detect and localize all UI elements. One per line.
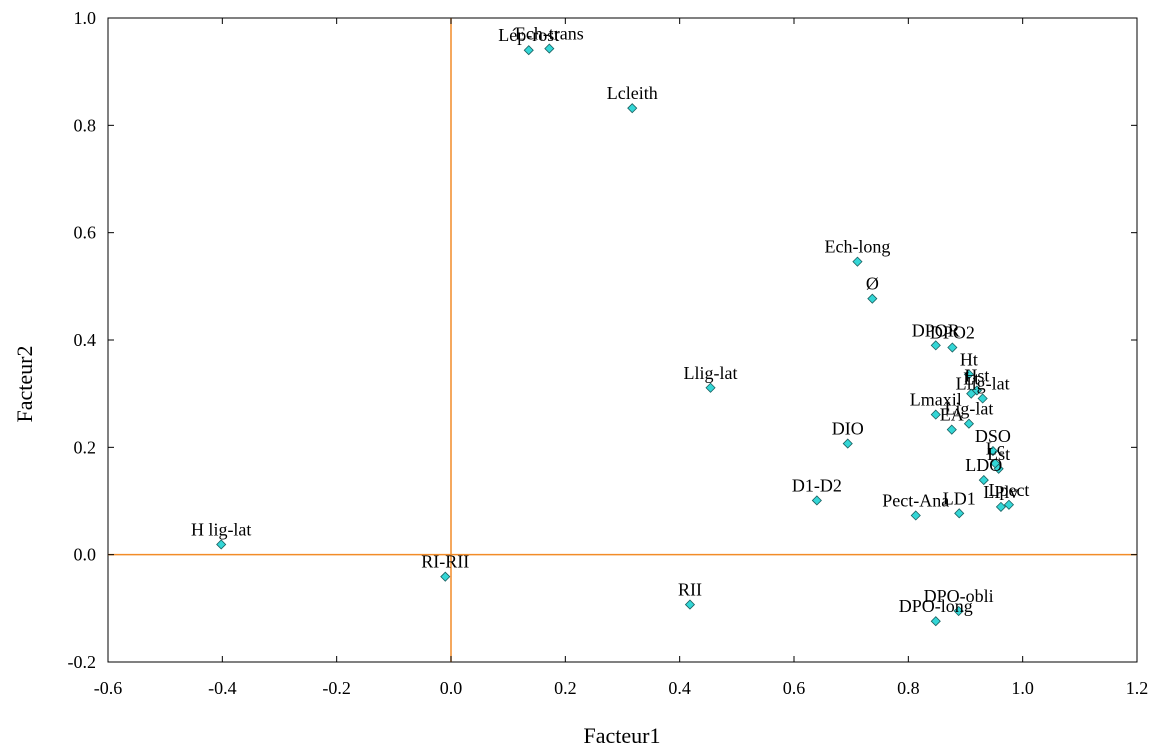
data-label: Lép-rost	[498, 25, 559, 45]
data-label: D1-D2	[792, 475, 842, 495]
data-point	[995, 501, 1007, 512]
data-point	[947, 342, 958, 353]
data-label: LDO	[965, 455, 1002, 475]
data-label: DSO	[975, 426, 1011, 446]
data-point	[852, 256, 863, 267]
y-tick-label: 0.6	[74, 223, 97, 243]
data-label: Lcleith	[607, 83, 658, 103]
data-label: Llig-lat	[684, 363, 738, 383]
data-label: RI-RII	[421, 552, 469, 572]
data-label: Ech-trans	[515, 24, 584, 44]
data-point	[811, 495, 822, 506]
data-label: Hst	[964, 365, 989, 385]
data-point	[523, 45, 534, 56]
data-label: DPO-long	[899, 596, 973, 616]
data-point	[963, 369, 974, 380]
y-tick-label: 1.0	[74, 8, 97, 28]
data-point	[930, 340, 941, 351]
data-point	[842, 438, 853, 449]
data-label: Lt	[963, 369, 979, 389]
y-tick-label: 0.0	[74, 545, 97, 565]
data-label: Llig-lat	[956, 373, 1010, 393]
data-point	[930, 409, 941, 420]
data-point	[966, 388, 977, 399]
y-tick-label: -0.2	[68, 652, 97, 672]
data-label: RII	[678, 580, 702, 600]
x-tick-label: 1.0	[1011, 678, 1034, 698]
data-label: Lpect	[988, 480, 1029, 500]
data-point	[977, 393, 988, 404]
x-tick-label: 0.8	[897, 678, 920, 698]
y-tick-label: 0.8	[74, 115, 97, 135]
data-label: DPOR	[912, 320, 960, 340]
data-point	[867, 293, 878, 304]
data-point	[954, 508, 965, 519]
data-label: Ø	[866, 274, 879, 294]
y-axis-title: Facteur2	[12, 346, 37, 423]
data-label: Ech-long	[824, 237, 890, 257]
x-tick-label: -0.6	[94, 678, 123, 698]
data-label: LD1	[943, 488, 976, 508]
data-point	[216, 539, 227, 550]
data-point	[987, 446, 999, 457]
data-point	[705, 382, 716, 393]
x-axis-title: Facteur1	[584, 723, 661, 748]
data-label: Lig-lat	[944, 399, 993, 419]
data-label: DPO-obli	[924, 586, 994, 606]
data-label: Pect-Ana	[882, 490, 949, 510]
data-label: Lc	[986, 438, 1005, 458]
data-point	[544, 43, 555, 54]
data-point	[946, 424, 957, 435]
x-tick-label: -0.4	[208, 678, 237, 698]
y-tick-label: 0.4	[74, 330, 97, 350]
data-point	[440, 571, 451, 582]
data-point	[1003, 499, 1015, 510]
data-point	[684, 599, 696, 610]
x-tick-label: 1.2	[1126, 678, 1149, 698]
data-label: DPO2	[930, 323, 975, 343]
data-label: EA	[940, 405, 964, 425]
data-point	[627, 103, 638, 114]
data-label: LPlv	[983, 482, 1018, 502]
data-point	[963, 418, 974, 429]
plot-frame	[107, 17, 1138, 663]
data-label: Lst	[987, 444, 1010, 464]
data-point	[930, 616, 941, 627]
data-point	[910, 510, 921, 521]
y-tick-label: 0.2	[74, 437, 97, 457]
x-tick-label: 0.6	[783, 678, 806, 698]
data-label: Lmaxil	[910, 390, 962, 410]
x-tick-label: 0.2	[554, 678, 577, 698]
data-label: Ht	[960, 349, 978, 369]
data-label: H lig-lat	[191, 519, 252, 539]
x-tick-label: 0.4	[668, 678, 691, 698]
data-point	[953, 605, 964, 617]
data-point	[978, 475, 989, 486]
x-tick-label: -0.2	[322, 678, 351, 698]
x-tick-label: 0.0	[440, 678, 463, 698]
data-point	[993, 463, 1004, 474]
data-label: DIO	[832, 419, 864, 439]
